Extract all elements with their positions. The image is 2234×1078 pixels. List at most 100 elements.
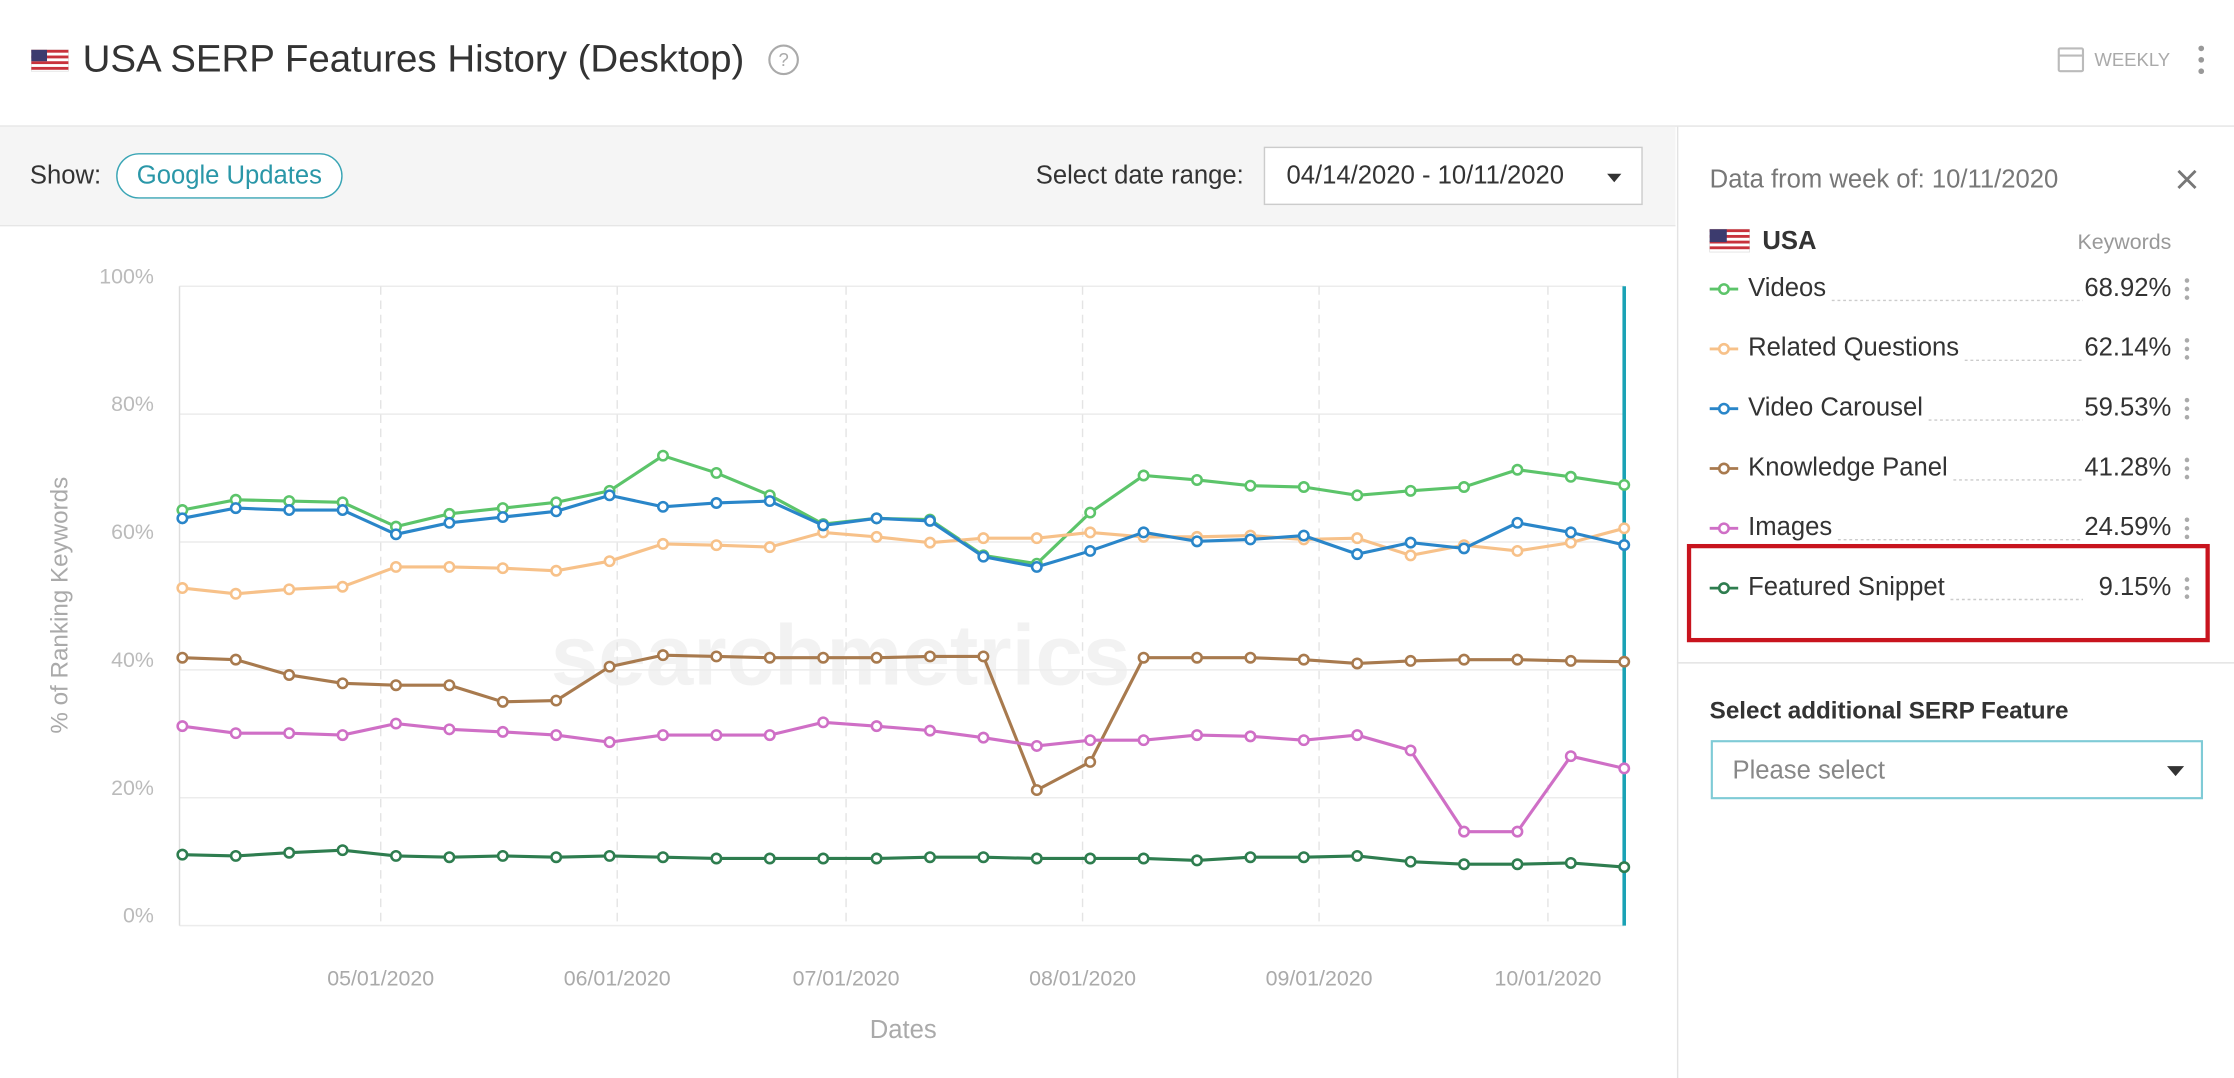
data-point	[389, 679, 402, 692]
data-point	[1297, 481, 1310, 493]
legend-menu[interactable]	[2184, 517, 2190, 540]
range-select[interactable]	[1263, 146, 1643, 206]
data-point	[1351, 657, 1364, 670]
data-point	[1618, 522, 1631, 535]
feature-select[interactable]	[1710, 740, 2204, 800]
help-icon[interactable]	[768, 44, 799, 76]
data-point	[1564, 654, 1577, 667]
data-point	[1618, 478, 1631, 491]
data-point	[817, 852, 830, 865]
interval-button[interactable]: WEEKLY	[2094, 49, 2170, 70]
data-point	[1404, 549, 1417, 562]
legend-menu[interactable]	[2184, 457, 2190, 480]
legend-swatch-dot	[1717, 342, 1730, 355]
data-point	[603, 489, 616, 502]
panel-close[interactable]	[2177, 169, 2197, 189]
data-point	[1404, 484, 1417, 497]
data-point	[1084, 755, 1097, 768]
data-point	[603, 736, 616, 749]
data-point	[1030, 852, 1043, 865]
legend-swatch-dot	[1717, 522, 1730, 535]
data-point	[1084, 544, 1097, 557]
data-point	[229, 587, 242, 600]
data-point	[1244, 730, 1257, 743]
select-caret[interactable]	[2167, 766, 2185, 777]
data-point	[977, 532, 990, 545]
series-line	[182, 653, 1625, 793]
legend-name: Images	[1748, 513, 1832, 541]
help-text[interactable]: ?	[778, 49, 788, 70]
legend-menu-dot	[2184, 278, 2190, 283]
data-point	[1351, 489, 1364, 502]
data-point	[1458, 653, 1470, 666]
data-point	[496, 725, 509, 738]
header	[0, 0, 2234, 126]
data-point	[283, 504, 296, 517]
series	[176, 649, 1631, 797]
data-point	[1618, 861, 1631, 874]
legend-menu-dot	[2184, 457, 2190, 463]
calendar-icon[interactable]	[2057, 47, 2085, 73]
range-value[interactable]: 04/14/2020 - 10/11/2020	[1287, 161, 1564, 189]
data-point	[443, 679, 456, 692]
data-point	[496, 849, 509, 862]
panel-column: Keywords	[2078, 230, 2172, 254]
data-point	[1564, 856, 1577, 869]
data-point	[870, 530, 883, 543]
data-point	[550, 729, 563, 742]
data-point	[283, 583, 296, 596]
data-point	[1084, 506, 1097, 519]
x-axis-label: Dates	[870, 1016, 937, 1044]
legend-swatch-dot	[1717, 582, 1730, 595]
flag	[30, 49, 69, 72]
data-point	[283, 846, 296, 859]
legend-menu[interactable]	[2184, 577, 2190, 599]
data-point	[443, 516, 456, 529]
legend-value: 41.28%	[2084, 453, 2171, 481]
data-point	[1191, 651, 1203, 664]
data-point	[1618, 762, 1631, 775]
range-caret[interactable]	[1607, 173, 1622, 183]
series	[176, 716, 1631, 838]
data-point	[389, 849, 402, 862]
data-point	[924, 514, 936, 527]
data-point	[443, 851, 456, 864]
data-point	[924, 650, 936, 663]
legend-name: Related Questions	[1748, 334, 1959, 362]
header-menu[interactable]	[2198, 45, 2205, 75]
legend-menu[interactable]	[2184, 397, 2190, 420]
data-point	[229, 849, 242, 862]
select-placeholder[interactable]: Please select	[1732, 757, 1884, 785]
data-point	[496, 511, 509, 524]
data-point	[1191, 729, 1203, 742]
data-point	[710, 650, 723, 663]
legend-menu[interactable]	[2184, 278, 2190, 300]
legend-menu-dot	[2184, 526, 2190, 531]
data-point	[1511, 825, 1524, 838]
y-tick-label: 40%	[111, 648, 154, 672]
data-point	[1297, 851, 1310, 864]
data-point	[496, 695, 509, 708]
data-point	[870, 651, 883, 664]
x-tick-label: 07/01/2020	[793, 966, 900, 990]
data-point	[977, 851, 990, 864]
data-point	[1137, 651, 1150, 664]
data-point	[1404, 654, 1417, 667]
legend-menu[interactable]	[2184, 338, 2190, 360]
updates-button[interactable]: Google Updates	[137, 161, 322, 189]
y-tick-label: 60%	[111, 520, 154, 544]
data-point	[1564, 536, 1577, 549]
updates-button-frame[interactable]	[116, 153, 343, 199]
data-point	[336, 844, 349, 857]
data-point	[1511, 516, 1524, 529]
legend-menu-dot	[2184, 594, 2190, 599]
panel-country: USA	[1762, 227, 1816, 255]
data-point	[603, 555, 616, 568]
data-point	[1511, 858, 1524, 871]
data-point	[763, 495, 776, 508]
data-point	[1404, 744, 1417, 757]
legend-menu-dot	[2184, 577, 2190, 582]
data-point	[443, 723, 456, 736]
legend-menu-dot	[2184, 295, 2190, 300]
